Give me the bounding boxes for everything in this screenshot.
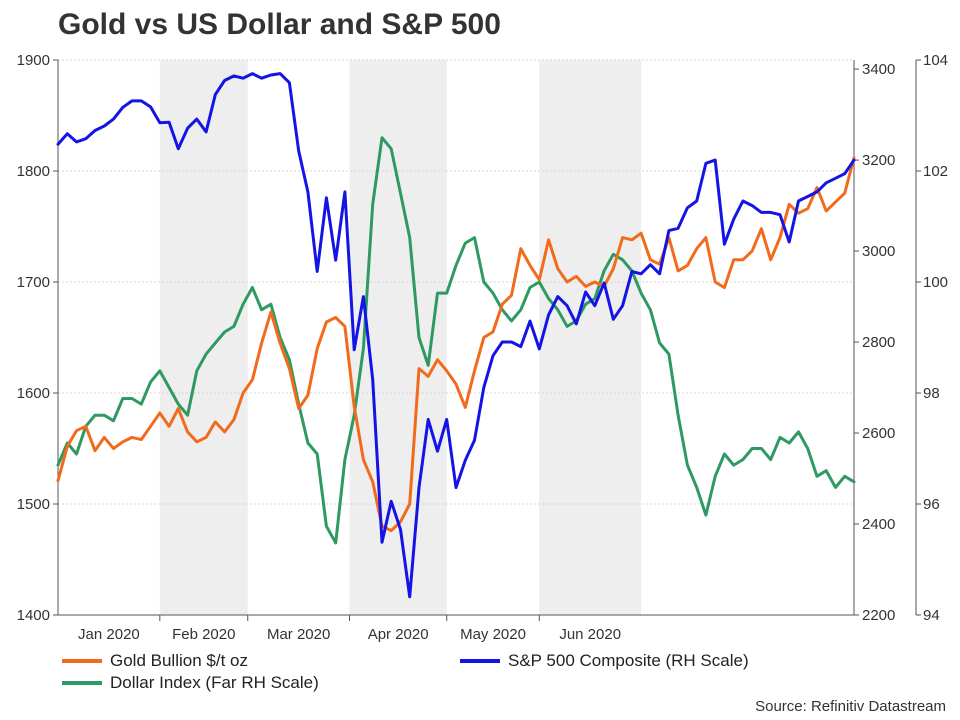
chart-title: Gold vs US Dollar and S&P 500	[58, 8, 501, 41]
legend-label-sp500: S&P 500 Composite (RH Scale)	[508, 651, 749, 670]
series-line-gold	[56, 156, 856, 533]
far-right-tick-label-0: 94	[923, 607, 940, 624]
right-tick-label-1: 2400	[862, 516, 895, 533]
series-line-sp500	[56, 72, 856, 599]
legend-swatch-gold	[62, 659, 102, 663]
legend-label-dollar: Dollar Index (Far RH Scale)	[110, 673, 319, 692]
left-tick-label-4: 1800	[17, 163, 50, 180]
shaded-band-5	[539, 60, 642, 615]
left-tick-label-3: 1700	[17, 274, 50, 291]
far-right-tick-label-5: 104	[923, 52, 948, 69]
left-tick-label-5: 1900	[17, 52, 50, 69]
far-right-tick-label-1: 96	[923, 496, 940, 513]
far-right-tick-label-2: 98	[923, 385, 940, 402]
far-right-tick-label-3: 100	[923, 274, 948, 291]
left-tick-label-2: 1600	[17, 385, 50, 402]
x-tick-label-0: Jan 2020	[78, 626, 140, 643]
right-tick-label-3: 2800	[862, 334, 895, 351]
axes: 1400 1500 1600 1700 1800 1900 2200 2400 2600 2800…	[17, 52, 948, 643]
legend-item-dollar: Dollar Index (Far RH Scale)	[62, 673, 319, 693]
x-tick-label-1: Feb 2020	[172, 626, 235, 643]
right-tick-label-2: 2600	[862, 425, 895, 442]
right-tick-label-5: 3200	[862, 152, 895, 169]
x-tick-label-4: May 2020	[460, 626, 526, 643]
far-right-tick-label-4: 102	[923, 163, 948, 180]
right-tick-label-0: 2200	[862, 607, 895, 624]
x-tick-label-5: Jun 2020	[559, 626, 621, 643]
left-tick-label-0: 1400	[17, 607, 50, 624]
legend-swatch-dollar	[62, 681, 102, 685]
right-tick-label-6: 3400	[862, 61, 895, 78]
legend-swatch-sp500	[460, 659, 500, 663]
legend-label-gold: Gold Bullion $/t oz	[110, 651, 248, 670]
shaded-band-1	[159, 60, 248, 615]
series-lines	[56, 72, 856, 599]
source-note: Source: Refinitiv Datastream	[755, 698, 946, 715]
series-line-dollar	[56, 136, 856, 545]
legend-item-gold: Gold Bullion $/t oz	[62, 651, 248, 671]
left-tick-label-1: 1500	[17, 496, 50, 513]
legend-item-sp500: S&P 500 Composite (RH Scale)	[460, 651, 749, 671]
x-tick-label-3: Apr 2020	[368, 626, 429, 643]
right-tick-label-4: 3000	[862, 243, 895, 260]
x-tick-label-2: Mar 2020	[267, 626, 330, 643]
